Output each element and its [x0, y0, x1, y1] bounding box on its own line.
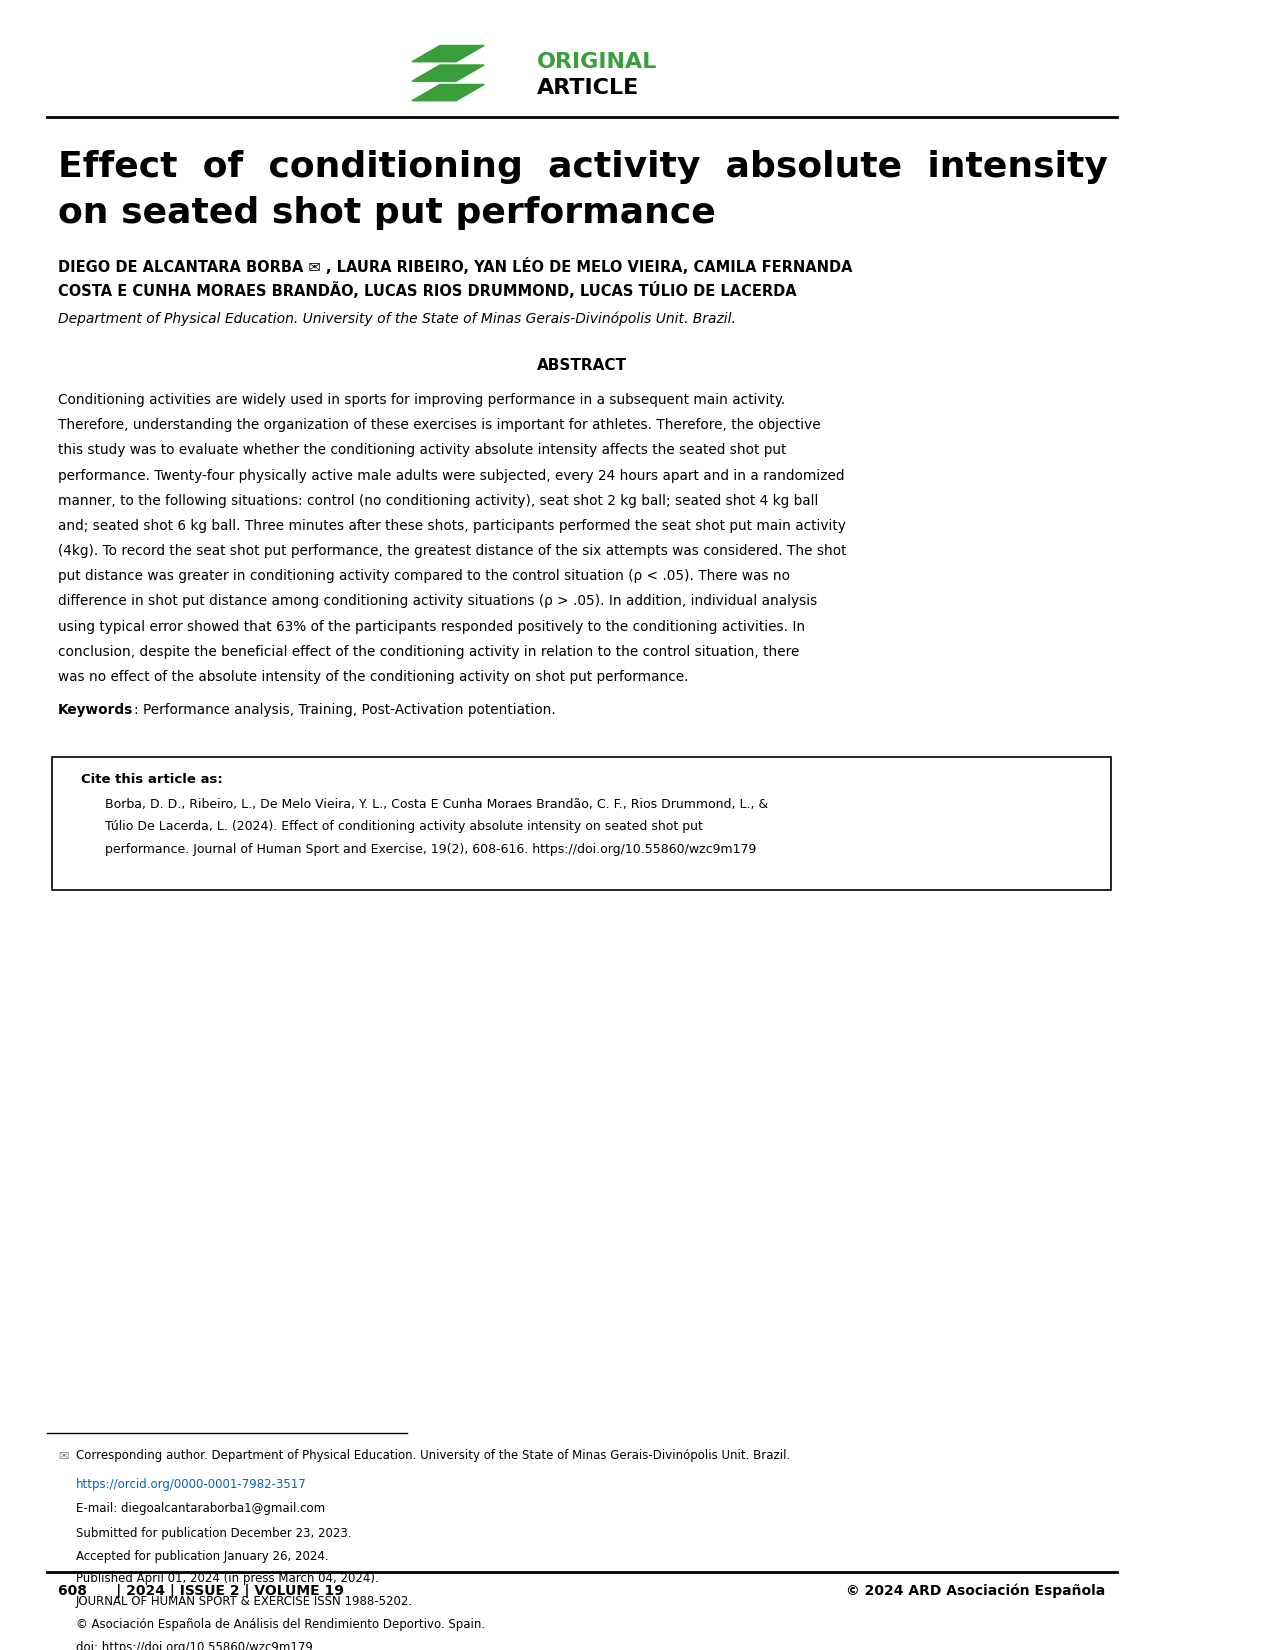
Polygon shape: [412, 46, 484, 61]
Text: (4kg). To record the seat shot put performance, the greatest distance of the six: (4kg). To record the seat shot put perfo…: [59, 544, 847, 558]
Text: conclusion, despite the beneficial effect of the conditioning activity in relati: conclusion, despite the beneficial effec…: [59, 645, 799, 658]
Text: © 2024 ARD Asociación Española: © 2024 ARD Asociación Española: [847, 1584, 1105, 1599]
Text: ARTICLE: ARTICLE: [537, 78, 639, 97]
FancyBboxPatch shape: [52, 757, 1112, 889]
Text: Keywords: Keywords: [59, 703, 134, 718]
Text: ORIGINAL: ORIGINAL: [537, 51, 657, 71]
Text: ✉: ✉: [59, 1449, 69, 1462]
Text: was no effect of the absolute intensity of the conditioning activity on shot put: was no effect of the absolute intensity …: [59, 670, 688, 685]
Polygon shape: [412, 84, 484, 101]
Text: DIEGO DE ALCANTARA BORBA ✉ , LAURA RIBEIRO, YAN LÉO DE MELO VIEIRA, CAMILA FERNA: DIEGO DE ALCANTARA BORBA ✉ , LAURA RIBEI…: [59, 257, 853, 276]
Text: doi: https://doi.org/10.55860/wzc9m179: doi: https://doi.org/10.55860/wzc9m179: [75, 1640, 312, 1650]
Text: on seated shot put performance: on seated shot put performance: [59, 196, 717, 229]
Text: Published April 01, 2024 (in press March 04, 2024).: Published April 01, 2024 (in press March…: [75, 1572, 379, 1586]
Text: and; seated shot 6 kg ball. Three minutes after these shots, participants perfor: and; seated shot 6 kg ball. Three minute…: [59, 520, 847, 533]
Text: ABSTRACT: ABSTRACT: [537, 358, 627, 373]
Text: Submitted for publication December 23, 2023.: Submitted for publication December 23, 2…: [75, 1526, 351, 1539]
Text: Borba, D. D., Ribeiro, L., De Melo Vieira, Y. L., Costa E Cunha Moraes Brandão, : Borba, D. D., Ribeiro, L., De Melo Vieir…: [105, 797, 768, 810]
Text: Cite this article as:: Cite this article as:: [82, 774, 223, 785]
Text: performance. Journal of Human Sport and Exercise, 19(2), 608-616. https://doi.or: performance. Journal of Human Sport and …: [105, 843, 756, 856]
Text: 608      | 2024 | ISSUE 2 | VOLUME 19: 608 | 2024 | ISSUE 2 | VOLUME 19: [59, 1584, 344, 1597]
Text: © Asociación Española de Análisis del Rendimiento Deportivo. Spain.: © Asociación Española de Análisis del Re…: [75, 1617, 484, 1630]
Text: : Performance analysis, Training, Post-Activation potentiation.: : Performance analysis, Training, Post-A…: [134, 703, 556, 718]
Text: https://orcid.org/0000-0001-7982-3517: https://orcid.org/0000-0001-7982-3517: [75, 1478, 306, 1492]
Text: difference in shot put distance among conditioning activity situations (ρ > .05): difference in shot put distance among co…: [59, 594, 817, 609]
Text: Conditioning activities are widely used in sports for improving performance in a: Conditioning activities are widely used …: [59, 393, 785, 408]
Text: Corresponding author. Department of Physical Education. University of the State : Corresponding author. Department of Phys…: [75, 1449, 790, 1462]
Text: put distance was greater in conditioning activity compared to the control situat: put distance was greater in conditioning…: [59, 569, 790, 584]
Text: JOURNAL OF HUMAN SPORT & EXERCISE ISSN 1988-5202.: JOURNAL OF HUMAN SPORT & EXERCISE ISSN 1…: [75, 1596, 413, 1609]
Text: Túlio De Lacerda, L. (2024). Effect of conditioning activity absolute intensity : Túlio De Lacerda, L. (2024). Effect of c…: [105, 820, 703, 833]
Text: using typical error showed that 63% of the participants responded positively to : using typical error showed that 63% of t…: [59, 620, 806, 634]
Text: this study was to evaluate whether the conditioning activity absolute intensity : this study was to evaluate whether the c…: [59, 444, 787, 457]
Text: COSTA E CUNHA MORAES BRANDÃO, LUCAS RIOS DRUMMOND, LUCAS TÚLIO DE LACERDA: COSTA E CUNHA MORAES BRANDÃO, LUCAS RIOS…: [59, 282, 797, 299]
Text: performance. Twenty-four physically active male adults were subjected, every 24 : performance. Twenty-four physically acti…: [59, 469, 845, 482]
Text: Department of Physical Education. University of the State of Minas Gerais-Divinó: Department of Physical Education. Univer…: [59, 312, 736, 325]
Text: Accepted for publication January 26, 2024.: Accepted for publication January 26, 202…: [75, 1549, 328, 1563]
Text: Therefore, understanding the organization of these exercises is important for at: Therefore, understanding the organizatio…: [59, 417, 821, 432]
Text: Effect  of  conditioning  activity  absolute  intensity: Effect of conditioning activity absolute…: [59, 150, 1108, 185]
Text: manner, to the following situations: control (no conditioning activity), seat sh: manner, to the following situations: con…: [59, 493, 819, 508]
Polygon shape: [412, 64, 484, 81]
Text: E-mail: diegoalcantaraborba1@gmail.com: E-mail: diegoalcantaraborba1@gmail.com: [75, 1503, 325, 1515]
